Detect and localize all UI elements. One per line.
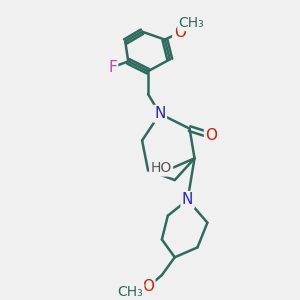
Text: O: O bbox=[205, 128, 217, 143]
Text: CH₃: CH₃ bbox=[179, 16, 204, 30]
Text: O: O bbox=[142, 280, 154, 295]
Text: N: N bbox=[182, 192, 193, 207]
Text: HO: HO bbox=[151, 161, 172, 175]
Text: CH₃: CH₃ bbox=[117, 285, 143, 299]
Text: O: O bbox=[174, 25, 186, 40]
Text: F: F bbox=[108, 60, 117, 75]
Text: N: N bbox=[154, 106, 166, 121]
